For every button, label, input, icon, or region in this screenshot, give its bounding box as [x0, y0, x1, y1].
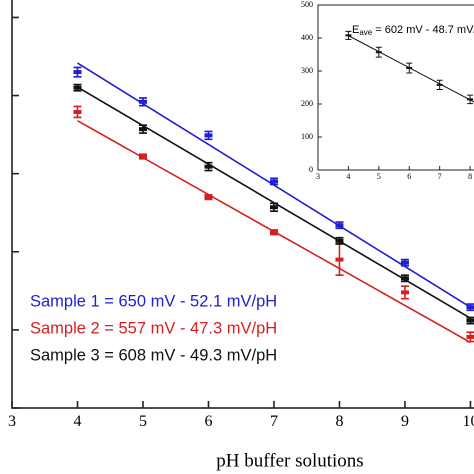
y-tick-label: 500 [301, 0, 313, 9]
y-tick-label: 400 [301, 33, 313, 42]
x-tick-label: 5 [377, 172, 381, 181]
marker [138, 99, 147, 104]
legend-entry: Sample 1 = 650 mV - 52.1 mV/pH [30, 292, 277, 310]
marker [73, 70, 82, 75]
x-tick-label: 4 [346, 172, 350, 181]
legend-entry: Sample 3 = 608 mV - 49.3 mV/pH [30, 346, 277, 364]
y-tick-label: 0 [309, 165, 313, 174]
marker [400, 276, 409, 281]
legend-entry: Sample 2 = 557 mV - 47.3 mV/pH [30, 319, 277, 337]
x-tick-label: 9 [401, 413, 409, 430]
marker [375, 51, 382, 54]
marker [204, 195, 213, 200]
x-tick-label: 3 [8, 413, 16, 430]
y-tick-label: 100 [301, 132, 313, 141]
marker [466, 318, 474, 323]
annotation: Eave = 602 mV - 48.7 mV/pH [352, 24, 474, 37]
x-tick-label: 6 [204, 413, 212, 430]
x-tick-label: 8 [468, 172, 472, 181]
marker [73, 109, 82, 114]
marker [269, 205, 278, 210]
marker [335, 257, 344, 262]
x-tick-label: 7 [438, 172, 442, 181]
marker [335, 223, 344, 228]
marker [345, 34, 352, 37]
x-tick-label: 8 [335, 413, 343, 430]
marker [73, 85, 82, 90]
x-tick-label: 6 [407, 172, 411, 181]
marker [466, 305, 474, 310]
marker [400, 290, 409, 295]
y-tick-label: 300 [301, 66, 313, 75]
marker [335, 238, 344, 243]
x-tick-label: 4 [73, 413, 81, 430]
marker [466, 334, 474, 339]
fit-line [348, 35, 474, 103]
marker [467, 98, 474, 101]
marker [436, 83, 443, 86]
marker [138, 154, 147, 159]
marker [204, 164, 213, 169]
x-tick-label: 7 [270, 413, 278, 430]
x-tick-label: 10 [462, 413, 474, 430]
marker [204, 133, 213, 138]
plot-frame [317, 4, 474, 171]
y-tick-label: 200 [301, 99, 313, 108]
plot-area: 34567890100200300400500 [301, 0, 474, 181]
x-axis-label: pH buffer solutions [216, 450, 363, 471]
x-tick-label: 5 [139, 413, 147, 430]
marker [400, 260, 409, 265]
marker [269, 179, 278, 184]
x-tick-label: 3 [316, 172, 320, 181]
marker [269, 230, 278, 235]
marker [406, 67, 413, 70]
marker [138, 127, 147, 132]
